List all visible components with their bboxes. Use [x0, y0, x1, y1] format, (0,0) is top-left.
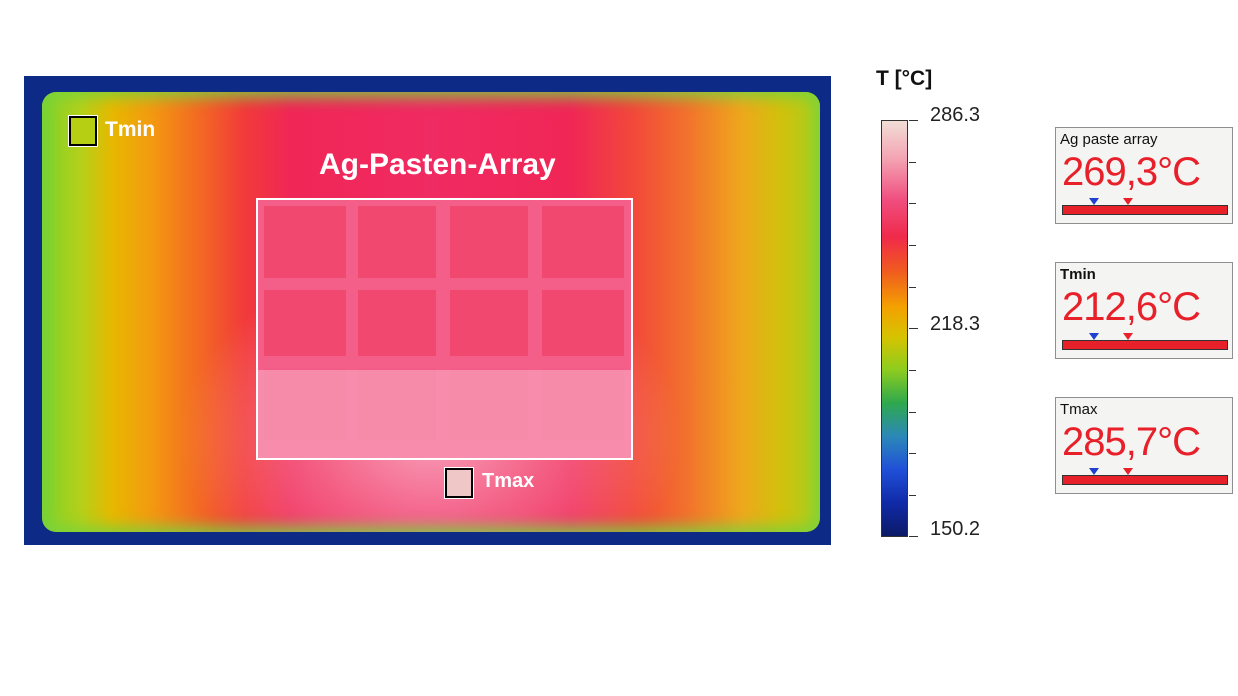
array-cell	[542, 290, 624, 356]
color-scale-bar	[881, 120, 908, 537]
scale-unit-label: T [°C]	[876, 67, 933, 90]
array-cell	[358, 290, 436, 356]
panel-title: Ag paste array	[1060, 131, 1158, 148]
scale-tick	[909, 328, 918, 329]
array-cell	[450, 368, 528, 440]
panel-title: Tmin	[1060, 266, 1096, 283]
panel-temperature-value: 269,3°C	[1062, 150, 1201, 194]
panel-title: Tmax	[1060, 401, 1098, 418]
tmin-label: Tmin	[105, 118, 156, 141]
array-cell	[450, 290, 528, 356]
scale-tick	[909, 203, 916, 204]
panel-temperature-value: 285,7°C	[1062, 420, 1201, 464]
thermal-image: Tmin Tmax Ag-Pasten-Array	[24, 76, 831, 545]
tmax-label: Tmax	[482, 470, 535, 492]
max-marker-icon	[1123, 468, 1133, 475]
scale-max-value: 286.3	[930, 104, 981, 126]
array-label: Ag-Pasten-Array	[319, 148, 556, 181]
panel-level-bar	[1062, 205, 1228, 215]
array-cell	[264, 368, 346, 440]
array-hot-glow	[258, 370, 631, 458]
array-cell	[264, 206, 346, 278]
array-cell	[450, 206, 528, 278]
array-cell	[358, 206, 436, 278]
scale-tick	[909, 370, 916, 371]
heated-plate: Tmin Tmax Ag-Pasten-Array	[42, 92, 820, 532]
scale-tick	[909, 287, 916, 288]
scale-tick	[909, 453, 916, 454]
scale-min-value: 150.2	[930, 518, 981, 540]
min-marker-icon	[1089, 198, 1099, 205]
min-marker-icon	[1089, 468, 1099, 475]
max-marker-icon	[1123, 198, 1133, 205]
array-cell	[358, 368, 436, 440]
scale-tick	[909, 536, 918, 537]
tmax-roi-marker	[444, 467, 474, 499]
panel-temperature-value: 212,6°C	[1062, 285, 1201, 329]
tmin-roi-marker	[68, 115, 98, 147]
scale-tick	[909, 412, 916, 413]
readout-panel-tmax: Tmax 285,7°C	[1055, 397, 1233, 494]
array-cell	[264, 290, 346, 356]
array-cell	[542, 368, 624, 440]
min-marker-icon	[1089, 333, 1099, 340]
ag-paste-array-roi	[256, 198, 633, 460]
scale-tick	[909, 495, 916, 496]
scale-tick	[909, 245, 916, 246]
scale-tick	[909, 120, 918, 121]
readout-panel-array: Ag paste array 269,3°C	[1055, 127, 1233, 224]
max-marker-icon	[1123, 333, 1133, 340]
readout-panel-tmin: Tmin 212,6°C	[1055, 262, 1233, 359]
scale-mid-value: 218.3	[930, 313, 981, 335]
array-cell	[542, 206, 624, 278]
scale-tick	[909, 162, 916, 163]
panel-level-bar	[1062, 340, 1228, 350]
panel-level-bar	[1062, 475, 1228, 485]
